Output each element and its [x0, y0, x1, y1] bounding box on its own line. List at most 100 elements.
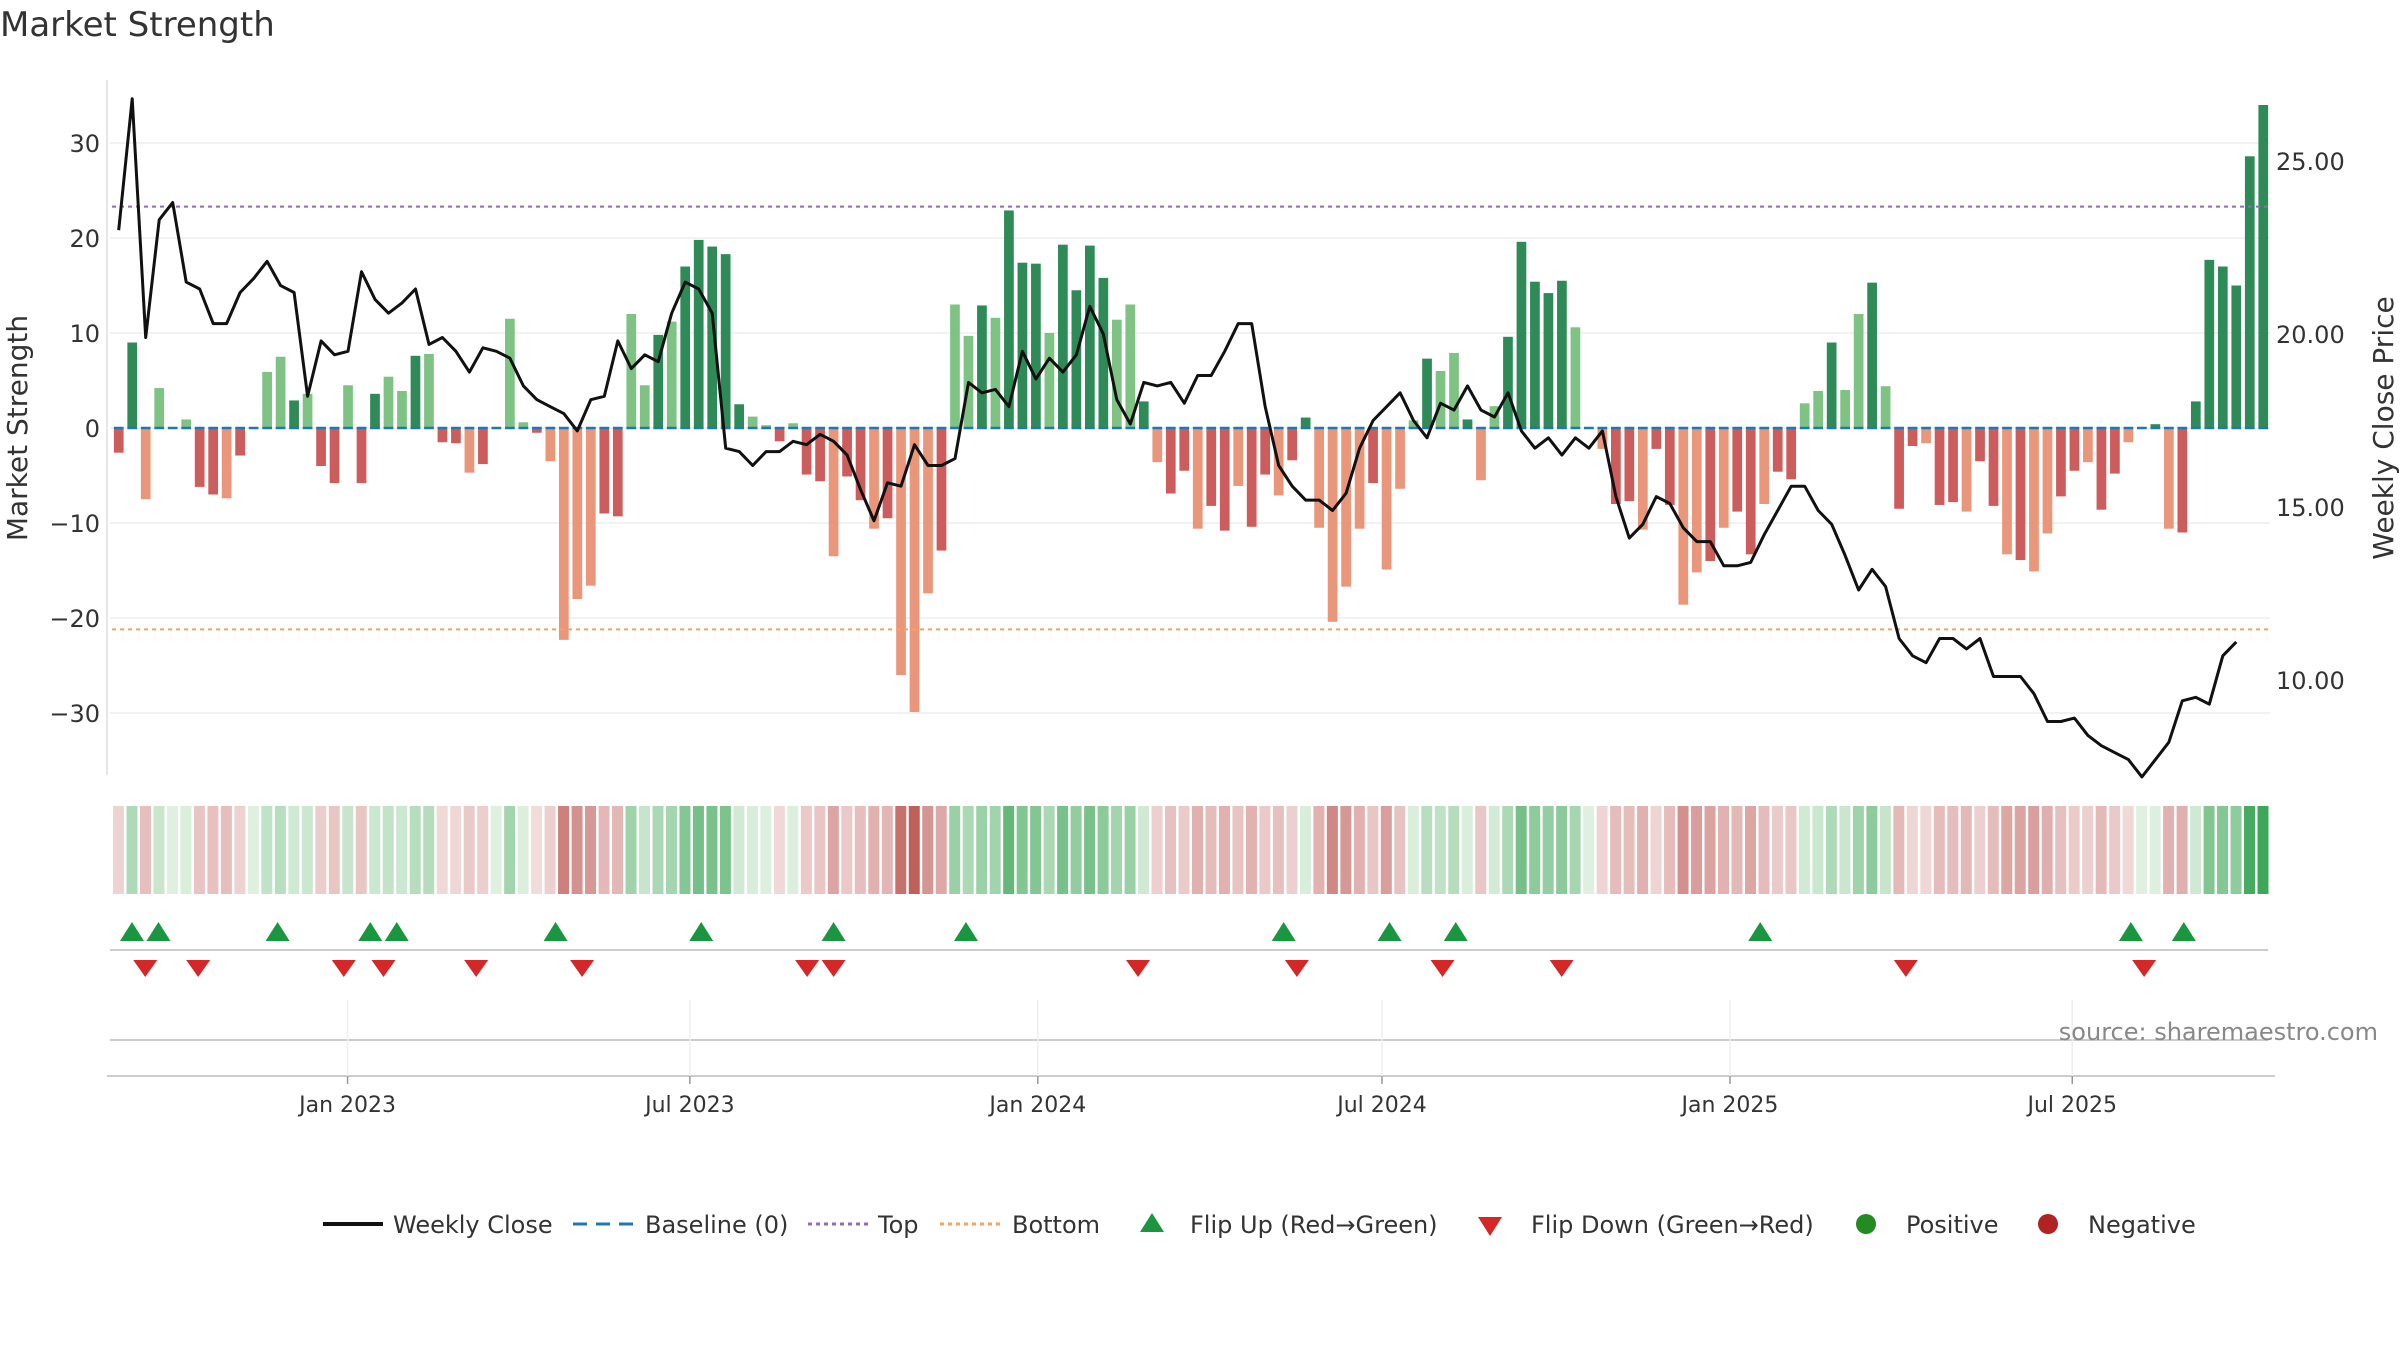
strip-cell [854, 806, 866, 894]
strip-cell [382, 806, 394, 894]
x-tick-label: Jan 2024 [987, 1093, 1086, 1118]
legend: Weekly Close Baseline (0) Top Bottom Fli… [323, 1211, 2196, 1239]
strength-bar [572, 428, 583, 599]
strength-bar [2258, 105, 2269, 428]
strength-bar [208, 428, 219, 495]
strength-bar [1327, 428, 1338, 622]
strength-bar [1745, 428, 1756, 555]
strength-bar [235, 428, 245, 456]
strip-cell [1677, 806, 1689, 894]
strip-cell [1394, 806, 1406, 894]
strength-bar [1192, 428, 1203, 529]
strength-bar [1530, 281, 1540, 428]
gridlines [110, 142, 2270, 714]
flip-up-marker [1443, 922, 1468, 941]
strip-cell [733, 806, 745, 894]
strip-cell [1448, 806, 1460, 894]
flip-up-marker [2171, 922, 2196, 941]
strength-bar [464, 428, 475, 473]
strength-bar [181, 419, 192, 428]
strip-cell [1232, 806, 1244, 894]
strip-cell [679, 806, 691, 894]
right-tick-label: 10.00 [2276, 667, 2345, 695]
strength-bar [275, 356, 286, 428]
strip-cell [2257, 806, 2269, 894]
strip-cell [1259, 806, 1271, 894]
strength-bar [2042, 428, 2053, 534]
strip-cell [1286, 806, 1298, 894]
flip-markers [110, 922, 2268, 977]
strip-cell [1542, 806, 1554, 894]
strength-bar [585, 428, 596, 586]
strip-cell [2068, 806, 2080, 894]
strength-bar [1354, 428, 1365, 529]
strip-cell [2203, 806, 2215, 894]
strip-cell [436, 806, 448, 894]
strength-bar [329, 428, 340, 484]
strip-cell [450, 806, 462, 894]
strip-cell [153, 806, 165, 894]
strip-cell [180, 806, 192, 894]
strength-bar [1219, 428, 1230, 531]
strip-cell [949, 806, 961, 894]
legend-negative-label: Negative [2088, 1211, 2196, 1239]
right-tick-label: 20.00 [2276, 321, 2345, 349]
strip-cell [1178, 806, 1190, 894]
strip-cell [841, 806, 853, 894]
strength-bar [302, 393, 313, 428]
strip-cell [1313, 806, 1325, 894]
strip-cell [719, 806, 731, 894]
strip-cell [1664, 806, 1676, 894]
strength-bar [2069, 428, 2080, 471]
flip-down-marker [331, 960, 356, 977]
strip-cell [1906, 806, 1918, 894]
strength-bar [950, 304, 960, 428]
strength-bar [626, 314, 637, 428]
strength-bar [1597, 428, 1608, 449]
flip-up-marker [1271, 922, 1296, 941]
strength-bar [2177, 428, 2188, 533]
flip-up-marker [543, 922, 568, 941]
strength-bar [747, 416, 758, 428]
strip-cell [1016, 806, 1028, 894]
flip-down-marker [570, 960, 595, 977]
strength-bar [1948, 428, 1958, 503]
x-tick-label: Jul 2024 [1335, 1093, 1427, 1118]
strength-bar [828, 428, 839, 557]
weekly-close-line [117, 97, 2238, 779]
strip-cell [787, 806, 799, 894]
strength-bar [2015, 428, 2026, 561]
strip-cell [504, 806, 516, 894]
flip-up-marker [953, 922, 978, 941]
strength-bar [2190, 401, 2201, 428]
flip-down-marker [133, 960, 158, 977]
strip-cell [2109, 806, 2121, 894]
strength-bar [653, 334, 664, 428]
left-tick-label: −20 [49, 605, 100, 633]
strip-cell [139, 806, 151, 894]
strength-bar [990, 317, 1001, 428]
strip-cell [1987, 806, 1999, 894]
strip-cell [585, 806, 597, 894]
strength-bar [1098, 277, 1109, 428]
strip-cell [2095, 806, 2107, 894]
strength-bar [761, 425, 771, 428]
strip-cell [1299, 806, 1311, 894]
strip-cell [1596, 806, 1608, 894]
strip-cell [1812, 806, 1824, 894]
strength-bar [154, 388, 165, 428]
left-tick-label: 20 [69, 225, 100, 253]
flip-down-marker [1893, 960, 1918, 977]
strength-bar [518, 422, 529, 428]
strip-cell [1583, 806, 1595, 894]
strength-bar [545, 428, 556, 462]
strength-bar [1287, 428, 1298, 461]
strip-cell [2136, 806, 2148, 894]
strength-bar [869, 428, 879, 529]
strip-cell [396, 806, 408, 894]
strength-bar [1004, 210, 1014, 428]
strip-cell [477, 806, 489, 894]
strip-cell [1866, 806, 1878, 894]
strength-bar [1435, 371, 1446, 428]
